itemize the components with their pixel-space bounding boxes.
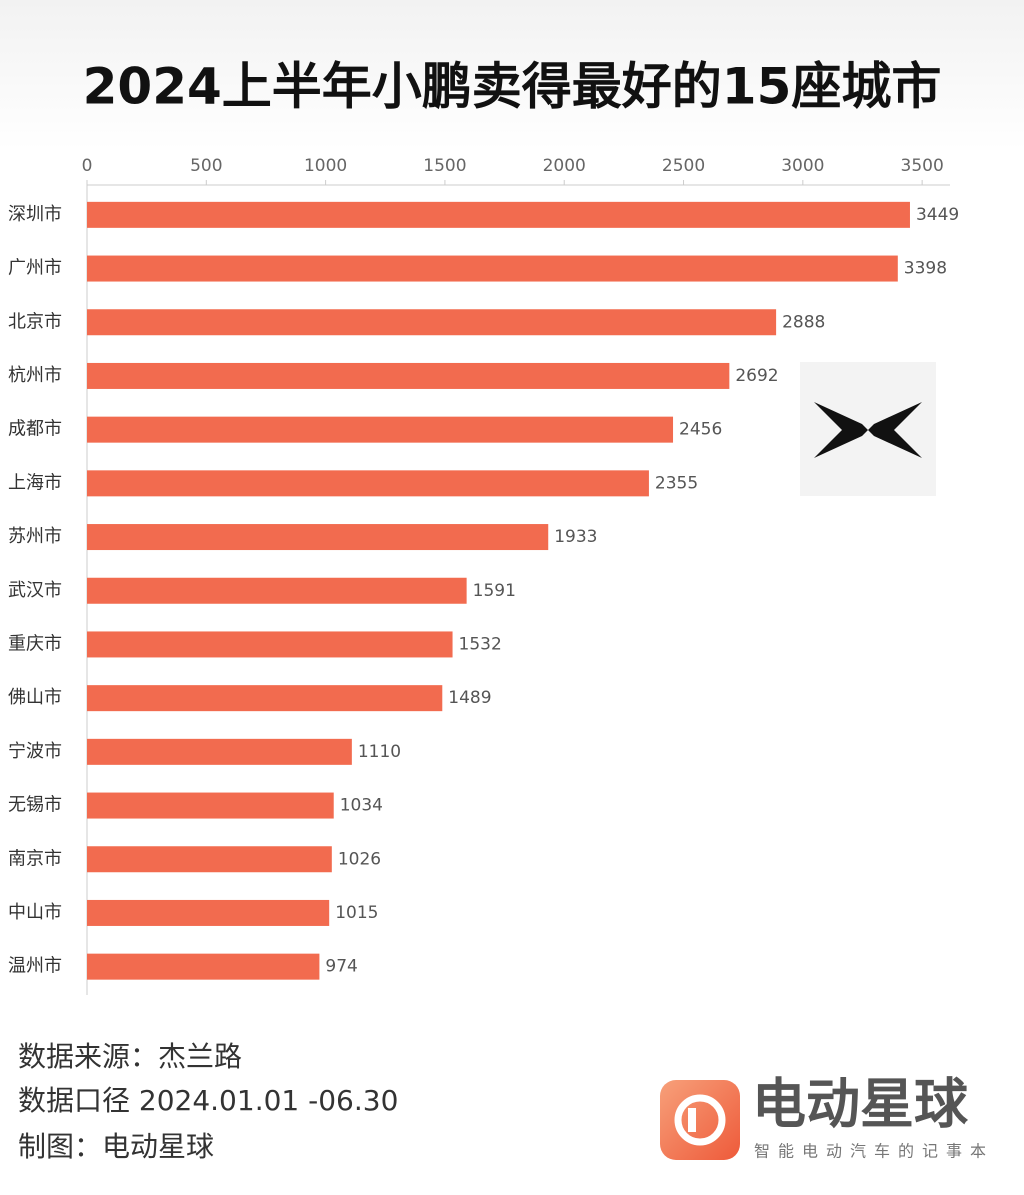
y-tick-label: 中山市 (8, 902, 62, 923)
value-label: 3398 (904, 259, 947, 279)
x-tick-label: 3000 (781, 156, 824, 176)
brand-slogan: 智能电动汽车的记事本 (754, 1142, 994, 1161)
bar (87, 255, 898, 282)
header-bg (0, 0, 1024, 150)
value-label: 974 (325, 957, 357, 977)
x-tick-label: 1000 (304, 156, 347, 176)
x-tick-label: 2000 (543, 156, 586, 176)
y-tick-label: 深圳市 (8, 204, 62, 225)
bar (87, 201, 910, 228)
value-label: 1933 (554, 527, 597, 547)
bar (87, 309, 777, 336)
bar (87, 362, 730, 389)
y-tick-label: 武汉市 (8, 580, 62, 601)
y-tick-label: 杭州市 (8, 365, 62, 386)
y-tick-label: 南京市 (8, 848, 62, 869)
value-label: 1110 (358, 742, 401, 762)
value-label: 1489 (448, 688, 491, 708)
y-tick-label: 佛山市 (8, 687, 62, 708)
value-label: 2888 (782, 312, 825, 332)
y-tick-label: 无锡市 (8, 795, 62, 816)
bar (87, 416, 674, 443)
value-label: 2355 (655, 473, 698, 493)
x-tick-label: 0 (82, 156, 93, 176)
bar (87, 738, 352, 765)
value-label: 2692 (735, 366, 778, 386)
scope: 数据口径 2024.01.01 -06.30 (18, 1084, 398, 1117)
value-label: 1591 (473, 581, 516, 601)
value-label: 3449 (916, 205, 959, 225)
value-label: 2456 (679, 420, 722, 440)
xpeng-logo (800, 362, 936, 496)
source: 数据来源：杰兰路 (18, 1040, 242, 1073)
x-tick-label: 3500 (901, 156, 944, 176)
value-label: 1532 (459, 634, 502, 654)
y-tick-label: 北京市 (8, 311, 62, 332)
bar (87, 685, 443, 712)
y-tick-label: 广州市 (8, 258, 62, 279)
y-tick-label: 苏州市 (8, 526, 62, 547)
bar (87, 792, 334, 819)
x-tick-label: 1500 (423, 156, 466, 176)
bar (87, 577, 467, 604)
brand-logo (660, 1080, 740, 1160)
y-tick-label: 温州市 (8, 956, 62, 977)
bar (87, 953, 320, 980)
y-tick-label: 成都市 (8, 419, 62, 440)
credit: 制图：电动星球 (18, 1130, 214, 1163)
brand-name: 电动星球 (752, 1073, 969, 1136)
chart-title: 2024上半年小鹏卖得最好的15座城市 (83, 58, 942, 116)
value-label: 1015 (335, 903, 378, 923)
y-tick-label: 宁波市 (8, 741, 62, 762)
bar (87, 846, 332, 873)
value-label: 1026 (338, 849, 381, 869)
y-tick-label: 上海市 (8, 472, 62, 493)
x-tick-label: 2500 (662, 156, 705, 176)
bar (87, 470, 649, 497)
bar (87, 899, 330, 926)
x-tick-label: 500 (190, 156, 222, 176)
y-tick-label: 重庆市 (8, 633, 62, 654)
value-label: 1034 (340, 796, 383, 816)
bar (87, 524, 549, 551)
bar (87, 631, 453, 658)
